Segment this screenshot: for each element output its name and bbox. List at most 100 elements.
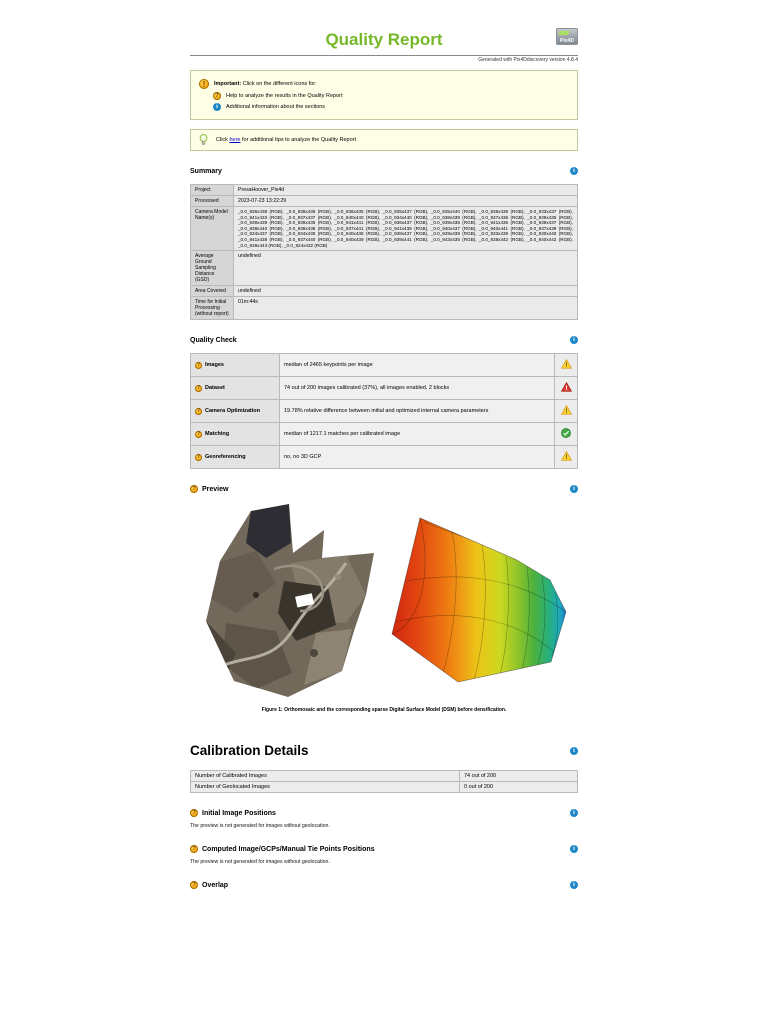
summary-row-value: _0.0_936x438 (RGB), _0.0_936x436 (RGB), … bbox=[233, 205, 578, 252]
orthomosaic-preview-image bbox=[206, 504, 374, 698]
calibration-row-value: 0 out of 200 bbox=[459, 781, 578, 794]
initial-image-positions-note: The preview is not generated for images … bbox=[190, 823, 330, 830]
quality-check-label: Matching bbox=[205, 431, 230, 438]
summary-row-value: undefined bbox=[233, 250, 578, 287]
calibration-heading: Calibration Details bbox=[190, 743, 309, 759]
info-icon[interactable] bbox=[570, 845, 578, 854]
info-icon[interactable] bbox=[570, 746, 578, 755]
summary-table: Project PresaHoover_Pix4d Processed 2023… bbox=[190, 184, 578, 321]
overlap-header: Overlap bbox=[190, 881, 578, 890]
table-row: Area Covered undefined bbox=[190, 285, 578, 298]
help-icon[interactable] bbox=[190, 485, 198, 494]
info-hint-line: Additional information about the section… bbox=[213, 103, 569, 111]
table-row: Number of Calibrated Images 74 out of 20… bbox=[190, 770, 578, 783]
quality-check-label: Images bbox=[205, 362, 224, 369]
table-row: Processed 2023-07-23 13:22:29 bbox=[190, 195, 578, 207]
preview-heading: Preview bbox=[202, 485, 229, 493]
summary-row-label: Processed bbox=[190, 195, 234, 207]
help-icon[interactable] bbox=[195, 407, 202, 415]
quality-check-label: Dataset bbox=[205, 385, 225, 392]
quality-check-label: Camera Optimization bbox=[205, 408, 261, 415]
tip-text: Click here for additional tips to analyz… bbox=[216, 137, 357, 143]
calibration-row-label: Number of Geolocated Images bbox=[190, 781, 460, 794]
svg-text:!: ! bbox=[565, 362, 567, 369]
info-icon[interactable] bbox=[570, 809, 578, 818]
summary-heading: Summary bbox=[190, 167, 222, 175]
header-divider bbox=[190, 55, 578, 56]
quality-check-section-header: Quality Check bbox=[190, 336, 578, 345]
table-row: Camera Optimization 19.78% relative diff… bbox=[190, 399, 578, 424]
svg-text:!: ! bbox=[565, 408, 567, 415]
info-icon[interactable] bbox=[213, 103, 221, 111]
table-row: Time for Initial Processing (without rep… bbox=[190, 296, 578, 321]
help-icon[interactable] bbox=[213, 92, 221, 100]
summary-row-label: Camera Model Name(s) bbox=[190, 205, 234, 252]
summary-section-header: Summary bbox=[190, 167, 578, 175]
help-icon[interactable] bbox=[190, 881, 198, 890]
warning-triangle-icon: ! bbox=[560, 451, 572, 461]
check-circle-icon bbox=[561, 428, 571, 439]
summary-row-value: undefined bbox=[233, 285, 578, 298]
svg-text:!: ! bbox=[565, 454, 567, 461]
logo-text: Pix4D bbox=[560, 38, 574, 44]
info-icon[interactable] bbox=[570, 336, 578, 345]
calibration-table: Number of Calibrated Images 74 out of 20… bbox=[190, 770, 578, 794]
calibration-row-label: Number of Calibrated Images bbox=[190, 770, 460, 783]
warning-triangle-icon: ! bbox=[560, 405, 572, 415]
important-notice-box: Important: Click on the different icons … bbox=[190, 70, 578, 120]
error-triangle-icon: ! bbox=[560, 382, 572, 392]
help-icon[interactable] bbox=[195, 453, 202, 461]
important-line: Important: Click on the different icons … bbox=[199, 79, 569, 89]
help-icon[interactable] bbox=[190, 845, 198, 854]
table-row: Images median of 2465 keypoints per imag… bbox=[190, 353, 578, 378]
help-icon[interactable] bbox=[190, 809, 198, 818]
help-icon[interactable] bbox=[195, 430, 202, 438]
table-row: Camera Model Name(s) _0.0_936x438 (RGB),… bbox=[190, 205, 578, 252]
info-icon[interactable] bbox=[570, 881, 578, 890]
table-row: Matching median of 1217.1 matches per ca… bbox=[190, 422, 578, 447]
lightbulb-icon bbox=[199, 134, 208, 145]
table-row: Georeferencing no, no 3D GCP ! bbox=[190, 445, 578, 470]
help-icon[interactable] bbox=[195, 384, 202, 392]
report-header: Quality Report Pix4D bbox=[190, 28, 578, 52]
warning-triangle-icon: ! bbox=[560, 359, 572, 369]
quality-check-value: no, no 3D GCP bbox=[279, 445, 555, 470]
computed-positions-header: Computed Image/GCPs/Manual Tie Points Po… bbox=[190, 845, 578, 854]
quality-check-value: median of 1217.1 matches per calibrated … bbox=[279, 422, 555, 447]
info-hint-text: Additional information about the section… bbox=[226, 104, 326, 110]
svg-text:!: ! bbox=[565, 385, 567, 392]
help-hint-text: Help to analyze the results in the Quali… bbox=[226, 93, 343, 99]
generated-version-text: Generated with Pix4Ddiscovery version 4.… bbox=[478, 57, 578, 63]
dsm-preview-image bbox=[391, 517, 567, 683]
table-row: Project PresaHoover_Pix4d bbox=[190, 184, 578, 196]
table-row: Average Ground Sampling Distance (GSD) u… bbox=[190, 250, 578, 287]
logo-accent bbox=[558, 31, 570, 35]
figure-1 bbox=[190, 503, 578, 699]
important-text: Important: Click on the different icons … bbox=[214, 81, 317, 87]
initial-image-positions-header: Initial Image Positions bbox=[190, 809, 578, 818]
summary-row-value: PresaHoover_Pix4d bbox=[233, 184, 578, 196]
alert-icon bbox=[199, 79, 209, 89]
calibration-row-value: 74 out of 200 bbox=[459, 770, 578, 783]
initial-image-positions-heading: Initial Image Positions bbox=[202, 809, 276, 817]
tip-box: Click here for additional tips to analyz… bbox=[190, 129, 578, 151]
computed-positions-note: The preview is not generated for images … bbox=[190, 859, 330, 866]
tips-link[interactable]: here bbox=[229, 137, 241, 143]
summary-row-label: Average Ground Sampling Distance (GSD) bbox=[190, 250, 234, 287]
info-icon[interactable] bbox=[570, 485, 578, 494]
quality-check-value: 74 out of 200 images calibrated (37%), a… bbox=[279, 376, 555, 401]
help-icon[interactable] bbox=[195, 361, 202, 369]
page-title: Quality Report bbox=[325, 30, 443, 49]
quality-check-label: Georeferencing bbox=[205, 454, 246, 461]
computed-positions-heading: Computed Image/GCPs/Manual Tie Points Po… bbox=[202, 845, 375, 853]
calibration-section-header: Calibration Details bbox=[190, 743, 578, 758]
summary-row-label: Time for Initial Processing (without rep… bbox=[190, 296, 234, 321]
help-hint-line: Help to analyze the results in the Quali… bbox=[213, 92, 569, 100]
summary-row-value: 01m:44s bbox=[233, 296, 578, 321]
quality-check-value: median of 2465 keypoints per image bbox=[279, 353, 555, 378]
quality-check-table: Images median of 2465 keypoints per imag… bbox=[190, 353, 578, 470]
info-icon[interactable] bbox=[570, 167, 578, 175]
figure-caption: Figure 1: Orthomosaic and the correspond… bbox=[261, 707, 507, 714]
summary-row-label: Area Covered bbox=[190, 285, 234, 298]
